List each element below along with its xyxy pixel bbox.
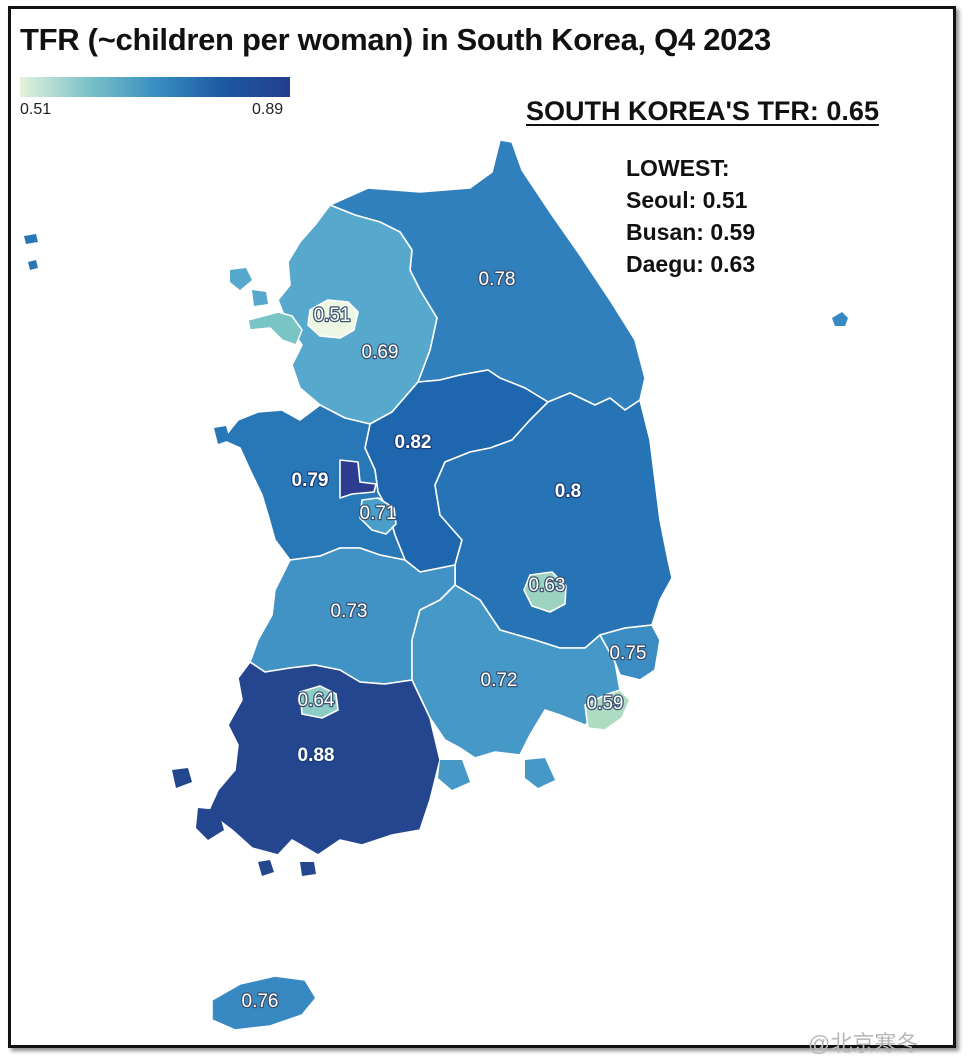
lowest-heading: LOWEST: <box>626 155 730 181</box>
label-gyeonggi: 0.69 <box>362 342 399 363</box>
region-jeju[interactable] <box>211 975 317 1031</box>
label-gyeongnam: 0.72 <box>481 670 518 691</box>
label-seoul: 0.51 <box>314 305 351 326</box>
label-jeonnam: 0.88 <box>298 745 335 766</box>
region-busan[interactable] <box>584 689 631 731</box>
national-tfr-heading: SOUTH KOREA'S TFR: 0.65 <box>526 96 879 126</box>
label-gyeongbuk: 0.8 <box>555 481 581 502</box>
label-busan: 0.59 <box>587 693 624 714</box>
label-gwangju: 0.64 <box>298 690 335 711</box>
islands <box>24 234 848 876</box>
color-legend-bar <box>20 77 290 97</box>
lowest-item: Busan: 0.59 <box>626 219 756 245</box>
label-daejeon: 0.71 <box>360 503 397 524</box>
label-jeonbuk: 0.73 <box>331 601 368 622</box>
region-gwangju[interactable] <box>299 685 339 719</box>
region-jeonnam[interactable] <box>207 661 441 856</box>
lowest-item: Seoul: 0.51 <box>626 187 748 213</box>
region-daejeon[interactable] <box>359 497 397 535</box>
label-chungbuk: 0.82 <box>395 432 432 453</box>
watermark: @北京寒冬 <box>808 1031 919 1056</box>
region-sejong[interactable] <box>339 459 377 499</box>
region-daegu[interactable] <box>523 571 567 613</box>
label-jeju: 0.76 <box>242 991 279 1012</box>
legend-max-label: 0.89 <box>252 101 284 118</box>
region-incheon[interactable] <box>247 311 303 346</box>
map-title: TFR (~children per woman) in South Korea… <box>20 22 771 57</box>
region-ulsan[interactable] <box>599 624 661 681</box>
region-seoul[interactable] <box>307 299 359 339</box>
lowest-list: LOWEST: Seoul: 0.51 Busan: 0.59 Daegu: 0… <box>626 152 755 280</box>
label-gangwon: 0.78 <box>479 269 516 290</box>
label-daegu: 0.63 <box>529 575 566 596</box>
label-ulsan: 0.75 <box>610 643 647 664</box>
legend-min-label: 0.51 <box>20 101 52 118</box>
label-chungnam: 0.79 <box>292 470 329 491</box>
lowest-item: Daegu: 0.63 <box>626 251 756 277</box>
region-labels: 0.78 0.51 0.69 0.82 0.8 0.79 0.71 0.63 0… <box>240 268 647 1014</box>
